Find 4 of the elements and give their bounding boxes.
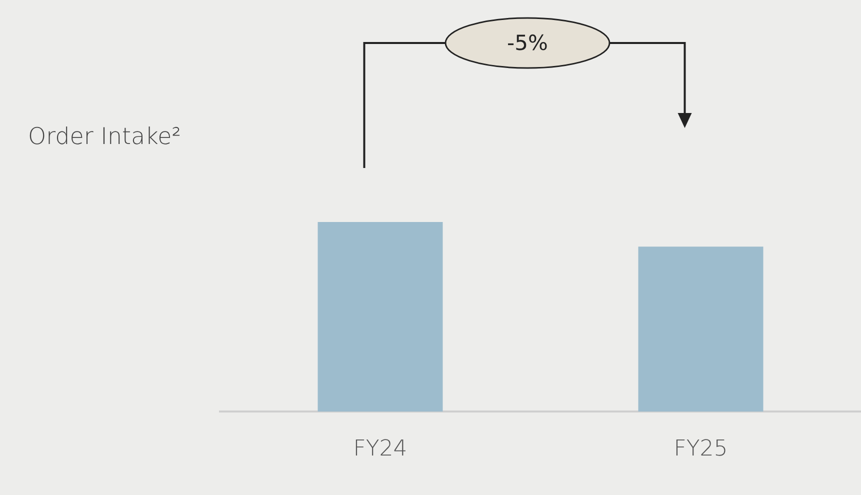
x-tick-label: FY24 — [353, 436, 408, 462]
text: -5% — [507, 31, 548, 55]
x-tick-label: FY25 — [674, 436, 728, 462]
chart-title: Order Intake² — [28, 124, 182, 150]
